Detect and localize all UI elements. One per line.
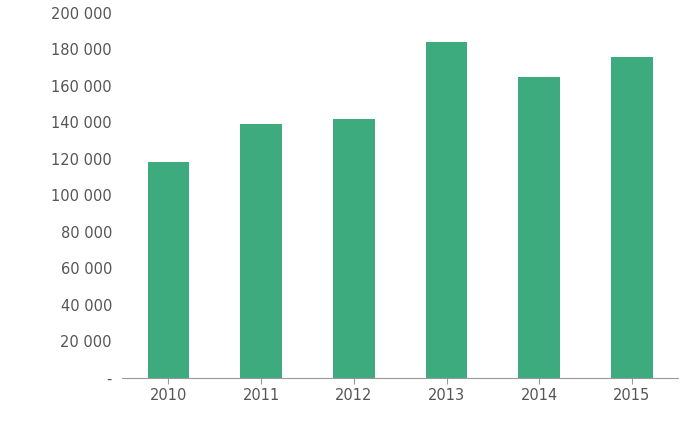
Bar [240, 124, 282, 378]
Bar [426, 42, 468, 378]
Bar [611, 57, 653, 378]
Bar [147, 163, 189, 378]
Bar [333, 118, 375, 378]
Bar [519, 77, 560, 378]
